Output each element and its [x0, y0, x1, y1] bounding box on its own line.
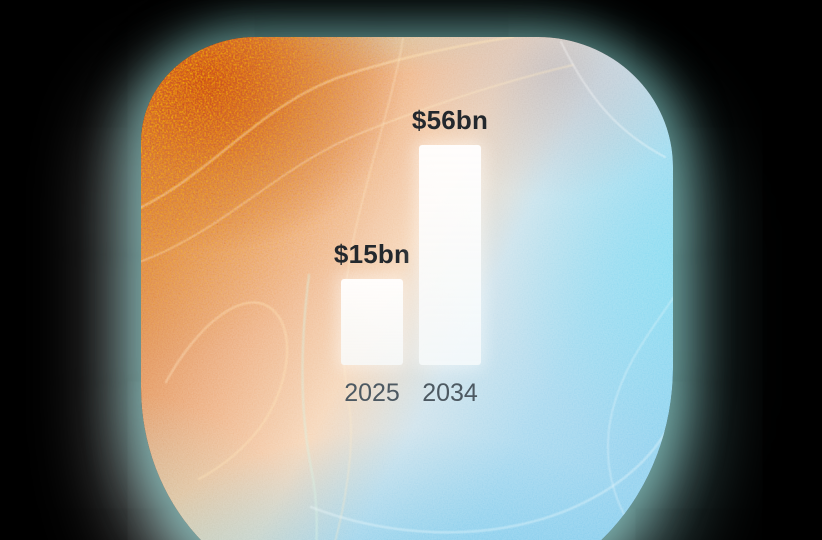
grain-texture [141, 37, 673, 540]
value-label-2034: $56bn [411, 105, 489, 135]
axis-label-2025: 2025 [344, 379, 400, 407]
x-axis-labels: 2025 2034 [341, 379, 481, 408]
value-label-2025: $15bn [333, 239, 411, 269]
axis-label-2034: 2034 [422, 379, 478, 407]
bar-2025: $15bn [334, 239, 410, 365]
bar-chart: $15bn $56bn [334, 105, 488, 365]
bar-2034: $56bn [412, 105, 488, 365]
